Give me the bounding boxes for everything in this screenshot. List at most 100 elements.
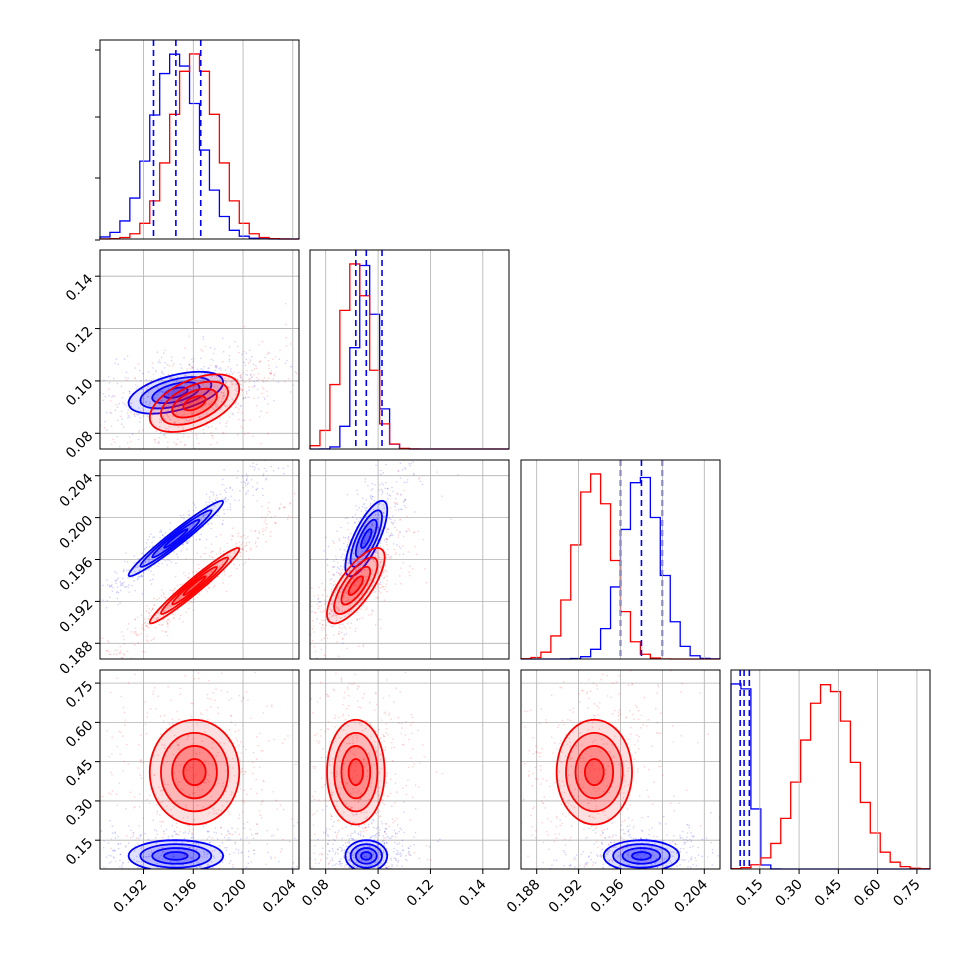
scatter-point (204, 884, 206, 886)
scatter-point (221, 523, 224, 525)
scatter-point (147, 391, 150, 394)
scatter-point (137, 920, 139, 922)
scatter-point (263, 467, 266, 470)
scatter-point (409, 444, 411, 446)
scatter-point (94, 853, 96, 855)
scatter-point (242, 745, 245, 748)
scatter-point (200, 866, 203, 868)
scatter-point (559, 871, 561, 873)
scatter-point (331, 879, 333, 881)
scatter-point (351, 516, 354, 518)
scatter-point (628, 864, 630, 866)
scatter-point (137, 866, 139, 869)
scatter-point (213, 857, 216, 859)
contour-blue (139, 509, 213, 568)
scatter-point (142, 409, 144, 411)
scatter-point (183, 644, 185, 646)
scatter-point (122, 569, 125, 572)
scatter-point (187, 735, 189, 738)
scatter-point (341, 849, 344, 851)
scatter-point (223, 508, 225, 511)
scatter-point (243, 789, 246, 791)
scatter-point (598, 872, 600, 874)
scatter-point (191, 524, 194, 527)
scatter-point (665, 864, 667, 867)
contour-blue (127, 370, 225, 415)
scatter-point (256, 379, 258, 382)
scatter-point (378, 829, 381, 831)
scatter-point (296, 865, 299, 868)
scatter-point (156, 862, 158, 865)
scatter-point (263, 396, 265, 399)
scatter-point (385, 463, 387, 466)
scatter-point (370, 735, 372, 738)
scatter-point (256, 482, 259, 484)
scatter-point (356, 509, 358, 511)
scatter-point (395, 832, 397, 835)
scatter-point (344, 560, 347, 563)
scatter-point (131, 880, 133, 882)
scatter-point (324, 599, 327, 602)
scatter-point (395, 879, 397, 881)
scatter-point (149, 401, 151, 403)
scatter-point (383, 876, 385, 878)
scatter-point (331, 791, 334, 794)
scatter-point (368, 877, 370, 879)
scatter-point (306, 644, 308, 646)
scatter-point (116, 677, 118, 680)
scatter-point (147, 538, 149, 541)
scatter-point (246, 535, 249, 538)
scatter-point (83, 410, 85, 412)
scatter-point (219, 851, 221, 854)
scatter-point (161, 391, 164, 394)
scatter-point (341, 837, 343, 840)
contour-red (333, 556, 379, 615)
scatter-point (245, 352, 248, 354)
scatter-point (118, 730, 121, 733)
scatter-point (220, 856, 223, 858)
scatter-point (158, 359, 161, 361)
scatter-point (364, 727, 367, 730)
scatter-point (128, 390, 131, 393)
scatter-point (394, 553, 397, 555)
scatter-point (329, 764, 331, 767)
scatter-point (363, 524, 366, 527)
scatter-point (220, 533, 222, 536)
scatter-point (377, 564, 380, 567)
scatter-point (211, 876, 213, 878)
scatter-point (150, 875, 152, 877)
scatter-point (246, 374, 249, 376)
scatter-point (238, 817, 240, 820)
scatter-point (670, 867, 672, 869)
scatter-point (230, 556, 233, 558)
scatter-point (121, 735, 124, 737)
scatter-point (134, 566, 137, 569)
scatter-point (163, 618, 165, 620)
scatter-point (109, 411, 111, 414)
scatter-point (356, 700, 359, 702)
scatter-point (178, 598, 181, 600)
scatter-point (245, 793, 248, 796)
scatter-point (212, 550, 215, 553)
scatter-point (183, 433, 185, 435)
scatter-point (315, 733, 318, 735)
scatter-point (358, 789, 360, 792)
scatter-point (355, 813, 358, 816)
scatter-point (691, 834, 694, 837)
scatter-point (210, 490, 212, 493)
scatter-point (243, 801, 246, 804)
scatter-point (380, 719, 383, 721)
scatter-point (219, 367, 222, 369)
scatter-point (256, 833, 258, 835)
scatter-point (379, 879, 381, 881)
scatter-point (360, 860, 363, 862)
scatter-point (189, 364, 191, 366)
scatter-point (208, 501, 211, 504)
scatter-point (89, 401, 91, 403)
scatter-point (315, 489, 317, 491)
scatter-point (246, 475, 249, 478)
scatter-point (343, 866, 346, 868)
scatter-point (374, 870, 376, 872)
scatter-point (120, 664, 122, 666)
scatter-point (177, 744, 179, 747)
